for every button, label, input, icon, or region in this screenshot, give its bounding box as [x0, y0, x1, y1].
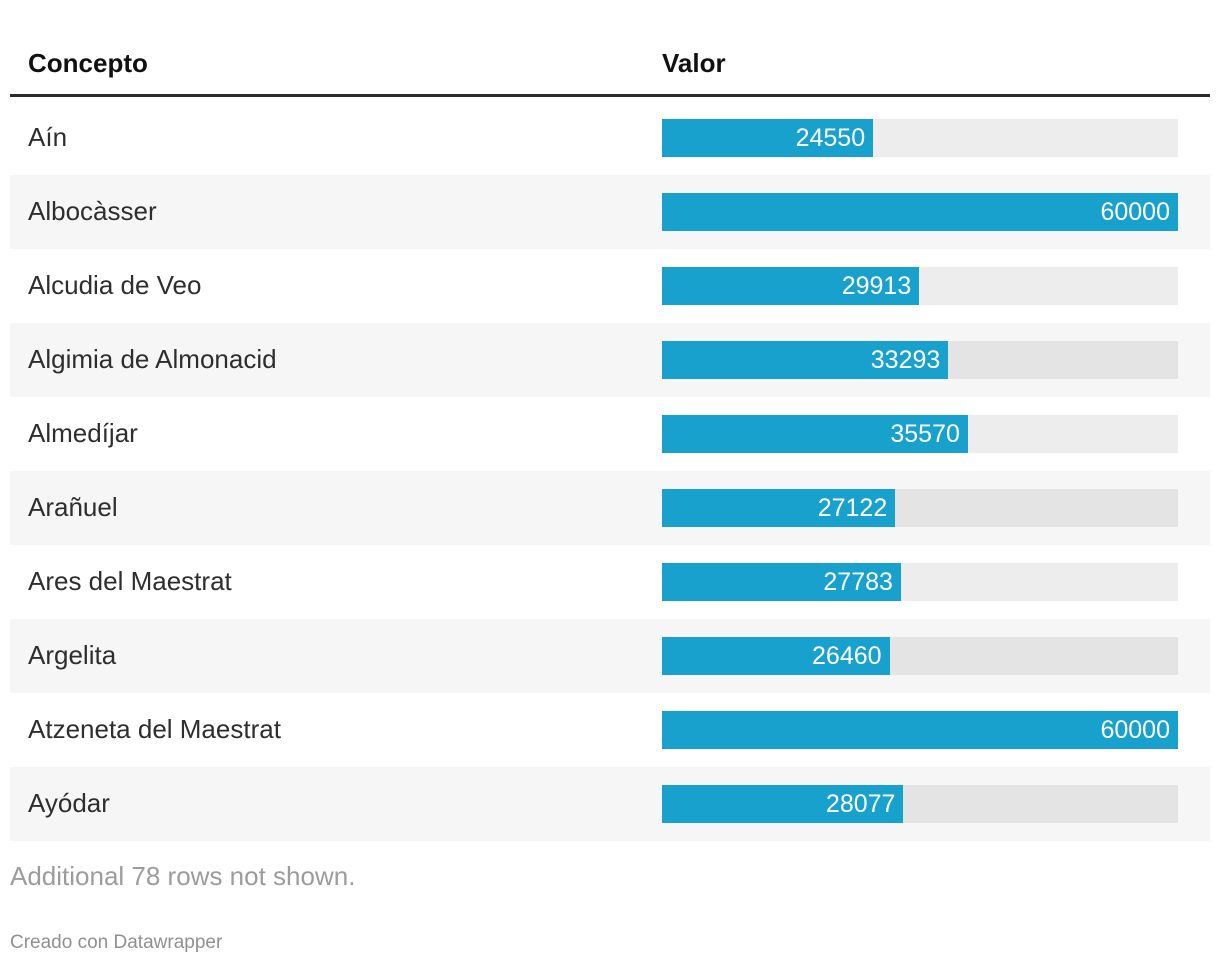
table-row: Albocàsser 60000	[10, 175, 1210, 249]
bar-value-label: 60000	[1100, 197, 1170, 226]
table-row: Atzeneta del Maestrat 60000	[10, 693, 1210, 767]
bar-track: 60000	[662, 193, 1178, 231]
bar-track: 60000	[662, 711, 1178, 749]
bar-cell: 26460	[662, 637, 1178, 675]
table-row: Argelita 26460	[10, 619, 1210, 693]
bar-value-label: 27122	[817, 493, 888, 522]
table-row: Almedíjar 35570	[10, 397, 1210, 471]
table-row: Arañuel 27122	[10, 471, 1210, 545]
bar-track: 27783	[662, 563, 1178, 601]
bar-cell: 28077	[662, 785, 1178, 823]
row-label: Atzeneta del Maestrat	[28, 714, 281, 745]
value-bar: 26460	[662, 637, 890, 675]
row-label: Ayódar	[28, 788, 110, 819]
row-label: Argelita	[28, 640, 117, 671]
rows-not-shown-note: Additional 78 rows not shown.	[10, 861, 356, 891]
bar-value-label: 29913	[841, 271, 912, 300]
value-bar: 60000	[662, 193, 1178, 231]
value-bar: 33293	[662, 341, 949, 379]
value-bar: 28077	[662, 785, 904, 823]
bar-cell: 60000	[662, 193, 1178, 231]
row-label: Alcudia de Veo	[28, 270, 202, 301]
bar-value-label: 24550	[795, 123, 866, 152]
table-row: Ayódar 28077	[10, 767, 1210, 841]
bar-cell: 24550	[662, 119, 1178, 157]
bar-cell: 27783	[662, 563, 1178, 601]
bar-cell: 60000	[662, 711, 1178, 749]
bar-value-label: 60000	[1100, 715, 1170, 744]
datawrapper-attribution-link[interactable]: Creado con Datawrapper	[10, 932, 223, 953]
table-body: Aín 24550 Albocàsser 60000 Alcudia de Ve…	[10, 97, 1210, 841]
table-row: Aín 24550	[10, 101, 1210, 175]
row-label: Almedíjar	[28, 418, 138, 449]
value-bar: 27783	[662, 563, 901, 601]
value-bar: 27122	[662, 489, 896, 527]
row-label: Algimia de Almonacid	[28, 344, 277, 375]
table-row: Algimia de Almonacid 33293	[10, 323, 1210, 397]
bar-value-label: 33293	[870, 345, 941, 374]
row-label: Ares del Maestrat	[28, 566, 232, 597]
table-row: Alcudia de Veo 29913	[10, 249, 1210, 323]
row-label: Albocàsser	[28, 196, 157, 227]
row-label: Aín	[28, 122, 68, 153]
value-bar: 29913	[662, 267, 920, 305]
value-bar: 35570	[662, 415, 968, 453]
column-header-valor: Valor	[662, 48, 726, 78]
bar-track: 26460	[662, 637, 1178, 675]
bar-value-label: 27783	[823, 567, 893, 596]
bar-track: 29913	[662, 267, 1178, 305]
bar-cell: 27122	[662, 489, 1178, 527]
bar-value-label: 26460	[812, 641, 882, 670]
bar-cell: 35570	[662, 415, 1178, 453]
bar-track: 24550	[662, 119, 1178, 157]
bar-track: 28077	[662, 785, 1178, 823]
column-header-concepto: Concepto	[28, 48, 148, 78]
row-label: Arañuel	[28, 492, 118, 523]
bar-track: 33293	[662, 341, 1178, 379]
bar-track: 35570	[662, 415, 1178, 453]
value-bar: 24550	[662, 119, 874, 157]
table-row: Ares del Maestrat 27783	[10, 545, 1210, 619]
value-bar: 60000	[662, 711, 1178, 749]
bar-cell: 33293	[662, 341, 1178, 379]
table: Concepto Valor Aín 24550 Albocàsser 6000…	[10, 0, 1210, 841]
table-header: Concepto Valor	[10, 0, 1210, 97]
bar-track: 27122	[662, 489, 1178, 527]
bar-value-label: 28077	[825, 789, 896, 818]
bar-cell: 29913	[662, 267, 1178, 305]
bar-value-label: 35570	[890, 419, 960, 448]
